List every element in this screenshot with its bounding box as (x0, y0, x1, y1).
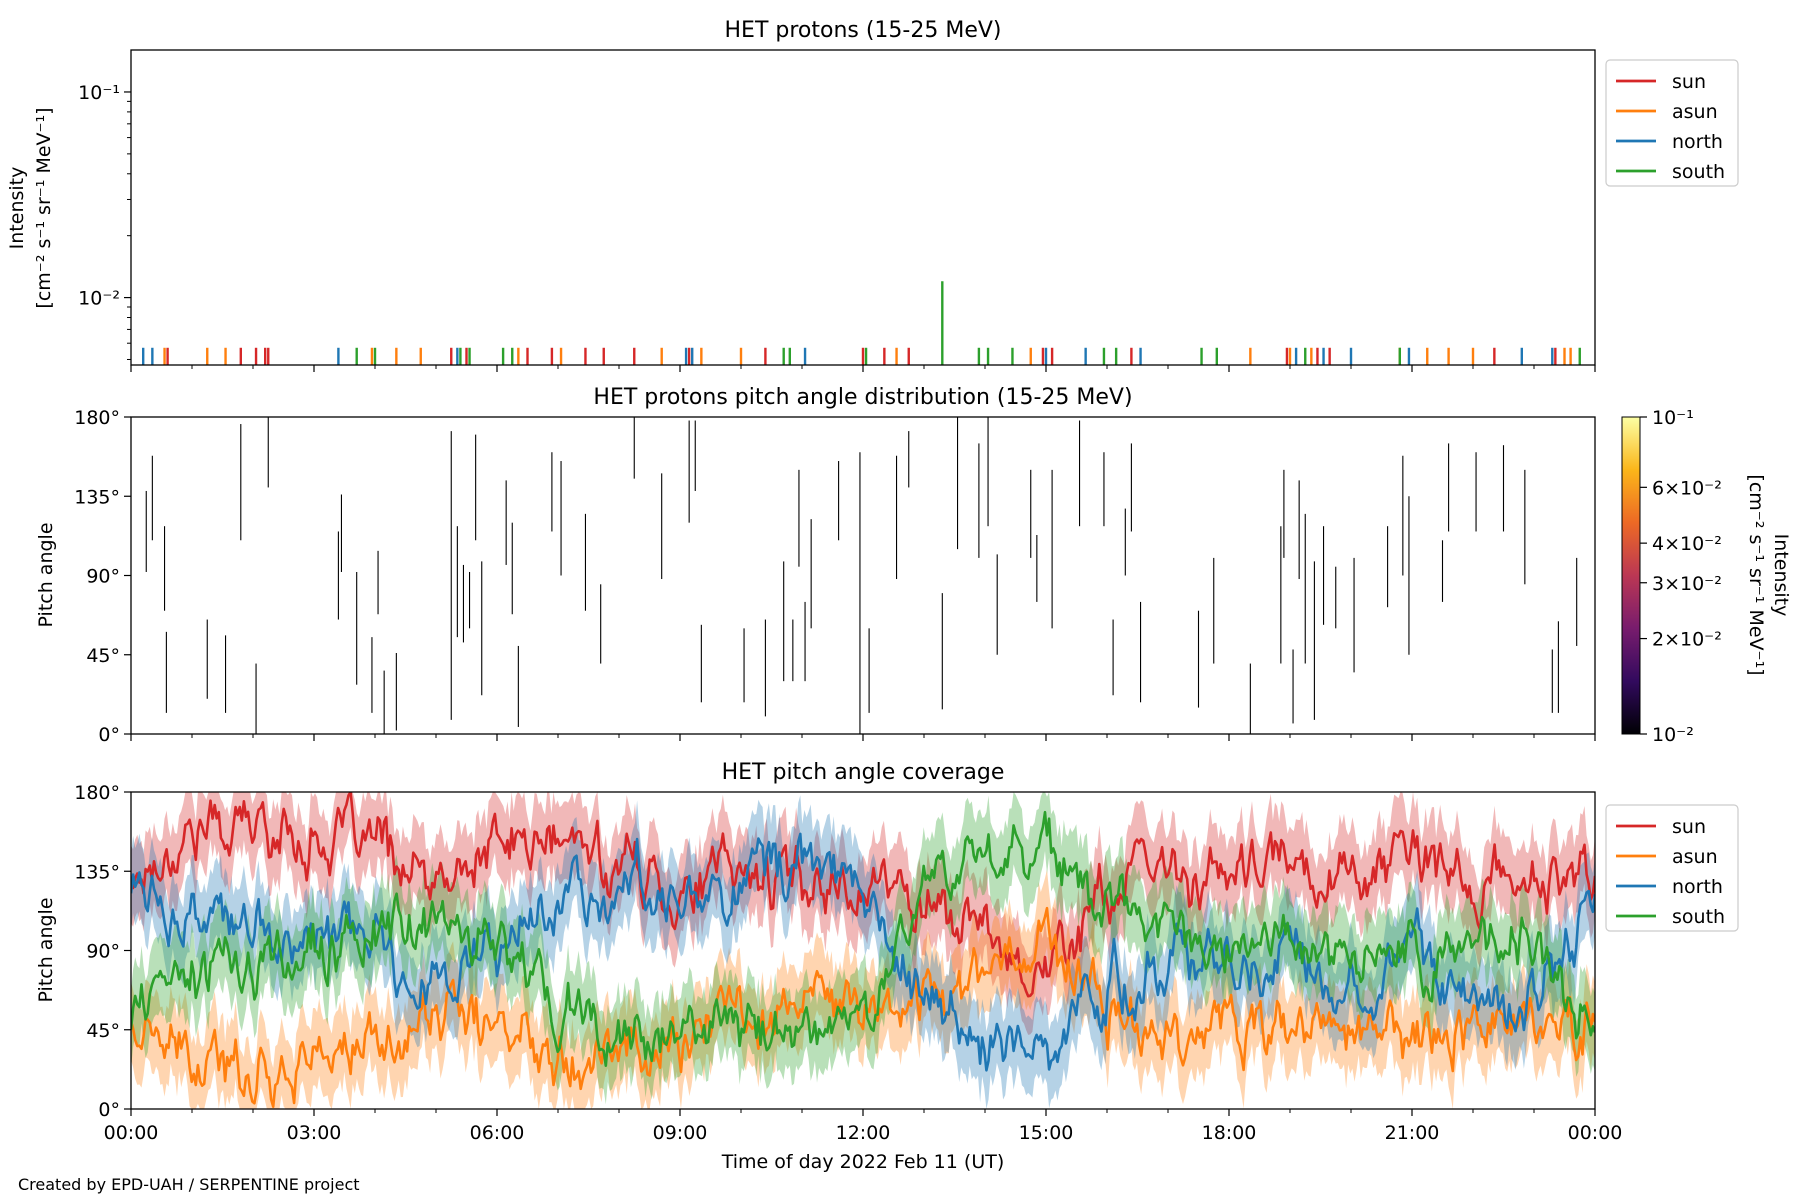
panel-pitch-distribution: HET protons pitch angle distribution (15… (35, 385, 1792, 746)
colorbar-tick-label: 3×10⁻² (1652, 573, 1722, 595)
credit-text: Created by EPD-UAH / SERPENTINE project (18, 1175, 360, 1194)
x-tick-label: 12:00 (836, 1122, 891, 1144)
legend-box (1605, 804, 1739, 932)
legend-label-south: south (1672, 906, 1725, 928)
y-tick-label: 180° (74, 407, 120, 429)
y-tick-label: 45° (86, 645, 120, 667)
legend-label-north: north (1672, 131, 1723, 153)
x-tick-label: 00:00 (104, 1122, 159, 1144)
colorbar-frame (1621, 416, 1641, 735)
x-tick-label: 00:00 (1568, 1122, 1623, 1144)
panel3-title: HET pitch angle coverage (722, 760, 1005, 785)
y-tick-label: 90° (86, 941, 120, 963)
panel1-ylabel-line2: [cm⁻² s⁻¹ sr⁻¹ MeV⁻¹] (33, 107, 55, 308)
y-tick-label: 10⁻² (78, 288, 120, 310)
colorbar-gradient (1622, 417, 1640, 734)
legend-label-north: north (1672, 876, 1723, 898)
y-tick-label: 180° (74, 782, 120, 804)
colorbar-tick-label: 2×10⁻² (1652, 629, 1722, 651)
coverage-line-asun (131, 906, 1595, 1108)
colorbar: 10⁻¹ 6×10⁻² 4×10⁻² 3×10⁻² 2×10⁻² 10⁻² (1621, 407, 1722, 746)
y-tick-label: 90° (86, 566, 120, 588)
y-tick-label: 0° (98, 724, 120, 746)
x-tick-label: 09:00 (653, 1122, 708, 1144)
panel2-title: HET protons pitch angle distribution (15… (593, 385, 1132, 410)
x-tick-label: 21:00 (1385, 1122, 1440, 1144)
y-tick-label: 0° (98, 1099, 120, 1121)
legend-label-south: south (1672, 161, 1725, 183)
colorbar-label-line2: [cm⁻² s⁻¹ sr⁻¹ MeV⁻¹] (1745, 474, 1767, 675)
colorbar-tick-label: 6×10⁻² (1652, 477, 1722, 499)
panel3-legend: sun asun north south (1605, 804, 1739, 932)
panel3-frame (130, 791, 1596, 1110)
panel-pitch-coverage: HET pitch angle coverage 0° 45° 90° 135° 180… (35, 760, 1739, 1173)
panel1-legend: sun asun north south (1605, 59, 1739, 187)
colorbar-tick-label: 10⁻² (1652, 724, 1694, 746)
colorbar-tick-label: 10⁻¹ (1652, 407, 1694, 429)
y-tick-label: 135° (74, 486, 120, 508)
x-tick-label: 03:00 (287, 1122, 342, 1144)
y-tick-label: 10⁻¹ (78, 82, 120, 104)
coverage-band-asun (131, 869, 1595, 1109)
panel2-frame (130, 416, 1596, 735)
legend-label-sun: sun (1672, 71, 1706, 93)
panel-intensity: HET protons (15-25 MeV) 10⁻¹ 10⁻² Intensi… (6, 18, 1739, 372)
coverage-band-sun (131, 792, 1595, 1035)
y-tick-label: 135° (74, 861, 120, 883)
panel1-ylabel-line1: Intensity (6, 167, 28, 250)
x-tick-label: 15:00 (1019, 1122, 1074, 1144)
panel1-title: HET protons (15-25 MeV) (725, 18, 1002, 43)
y-tick-label: 45° (86, 1020, 120, 1042)
coverage-line-south (131, 810, 1595, 1067)
x-tick-label: 18:00 (1202, 1122, 1257, 1144)
panel3-xlabel: Time of day 2022 Feb 11 (UT) (721, 1151, 1005, 1173)
legend-label-asun: asun (1672, 101, 1718, 123)
legend-label-sun: sun (1672, 816, 1706, 838)
panel2-ylabel: Pitch angle (35, 522, 57, 627)
x-tick-label: 06:00 (470, 1122, 525, 1144)
legend-box (1605, 59, 1739, 187)
legend-label-asun: asun (1672, 846, 1718, 868)
panel1-frame (130, 49, 1596, 366)
colorbar-label-line1: Intensity (1770, 534, 1792, 617)
colorbar-tick-label: 4×10⁻² (1652, 533, 1722, 555)
panel3-ylabel: Pitch angle (35, 897, 57, 1002)
